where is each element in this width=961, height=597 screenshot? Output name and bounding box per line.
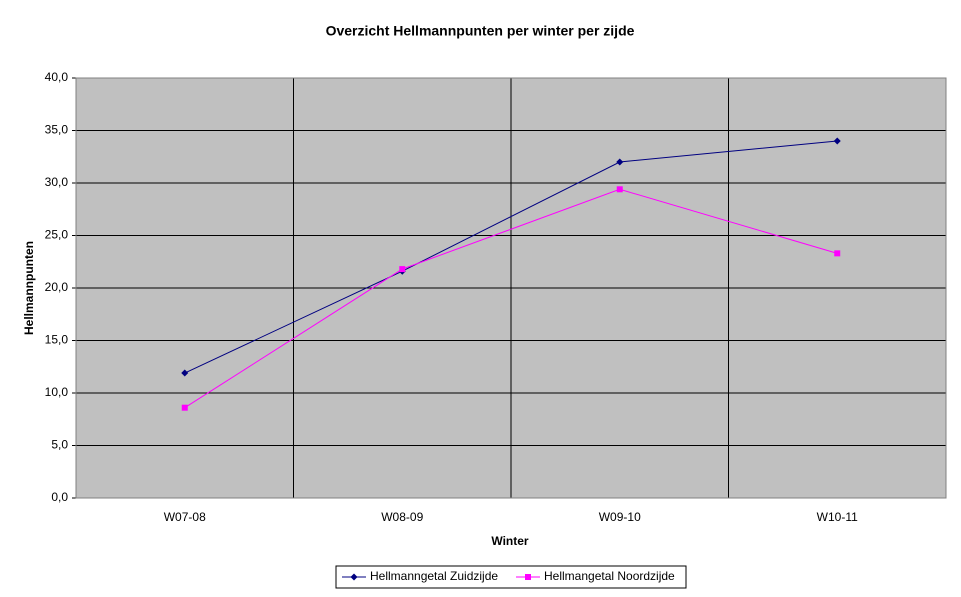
x-tick-label: W07-08 (164, 510, 206, 524)
y-tick-label: 0,0 (51, 490, 68, 504)
x-axis-title: Winter (491, 534, 529, 548)
legend-label: Hellmanngetal Zuidzijde (370, 569, 498, 583)
y-tick-label: 25,0 (45, 228, 69, 242)
y-axis-title: Hellmannpunten (22, 241, 36, 335)
legend (335, 565, 687, 589)
y-tick-label: 20,0 (45, 280, 69, 294)
y-tick-label: 40,0 (45, 70, 69, 84)
point (616, 186, 623, 193)
point (181, 369, 189, 377)
line (184, 140, 838, 374)
y-tick-label: 30,0 (45, 175, 69, 189)
y-tick-label: 5,0 (51, 438, 68, 452)
legend-label: Hellmangetal Noordzijde (544, 569, 675, 583)
y-tick-label: 15,0 (45, 333, 69, 347)
point (181, 404, 188, 411)
plot-border (75, 77, 947, 499)
point (616, 158, 624, 166)
point (833, 137, 841, 145)
x-tick-label: W10-11 (817, 510, 858, 524)
chart-title: Overzicht Hellmannpunten per winter per … (326, 23, 635, 39)
point (834, 250, 841, 257)
x-tick-label: W08-09 (381, 510, 423, 524)
y-tick-label: 35,0 (45, 123, 69, 137)
y-tick-label: 10,0 (45, 385, 69, 399)
x-tick-label: W09-10 (599, 510, 641, 524)
line (184, 188, 838, 409)
legend-marker (525, 574, 531, 580)
legend-marker (350, 573, 358, 581)
point (399, 266, 406, 273)
